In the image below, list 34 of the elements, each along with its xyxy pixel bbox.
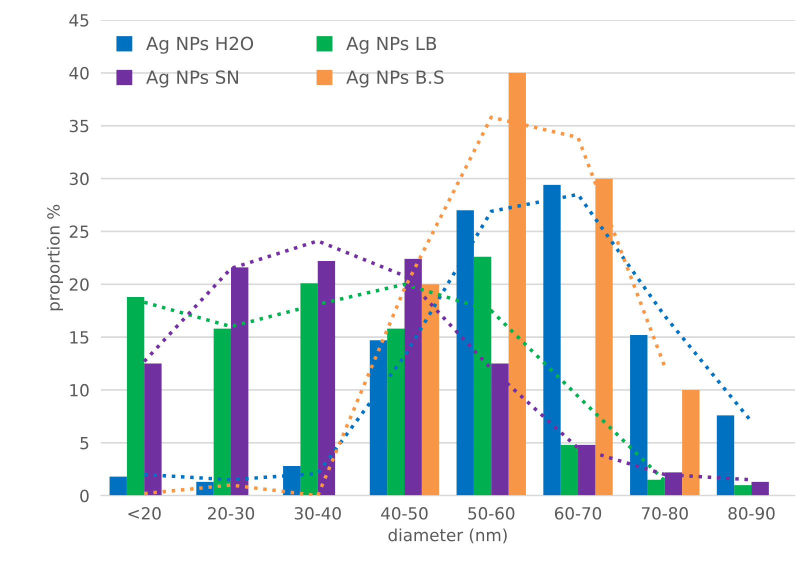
x-tick-label: 70-80 [642,507,688,520]
y-tick-label: 5 [80,436,88,450]
x-tick-label: 40-50 [381,507,428,520]
bar [682,390,700,496]
legend-label: Ag NPs LB [346,36,436,54]
x-tick-label: <20 [128,507,161,520]
x-tick-label: 20-30 [208,507,254,520]
y-tick-label: 45 [69,14,88,27]
x-axis-title: diameter (nm) [388,528,507,544]
y-tick-label: 15 [70,331,88,344]
x-tick-label: 50-60 [468,507,514,520]
bar [387,328,405,496]
y-tick-label: 25 [70,225,88,238]
legend-label: Ag NPs H2O [146,36,254,54]
bar [752,482,769,496]
bar [560,444,578,496]
bar [716,415,734,496]
y-tick-label: 35 [70,120,88,132]
y-tick-label: 30 [70,172,89,186]
x-tick-label: 30-40 [294,507,341,520]
x-tick-label: 60-70 [554,507,602,520]
bar [318,261,336,496]
legend-label: Ag NPs B.S [346,70,444,88]
y-axis-title: proportion % [46,204,63,310]
bar [422,284,440,496]
bar [110,476,127,496]
legend-label: Ag NPs SN [146,70,238,88]
bar [734,485,752,496]
x-tick-label: 80-90 [728,507,775,520]
bar [630,335,648,496]
y-tick-label: 20 [70,278,89,291]
y-tick-label: 10 [70,384,89,397]
y-tick-label: 0 [80,490,89,502]
y-tick-label: 40 [69,66,89,80]
